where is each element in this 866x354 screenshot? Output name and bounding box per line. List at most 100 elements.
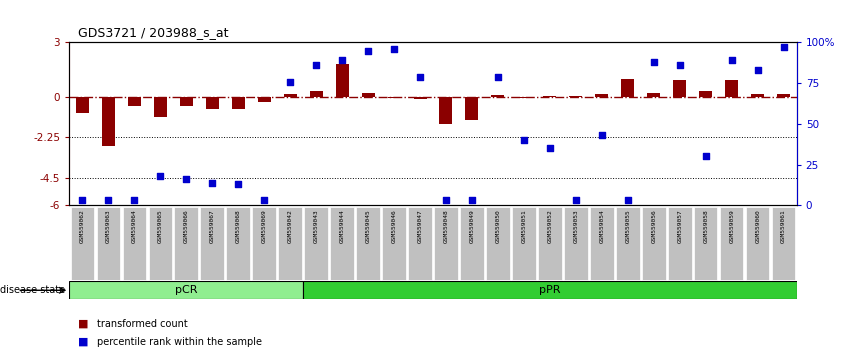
Text: GSM559064: GSM559064 xyxy=(132,209,137,243)
Point xyxy=(179,176,193,182)
Bar xyxy=(518,97,530,98)
FancyBboxPatch shape xyxy=(513,207,535,280)
Point xyxy=(75,198,89,203)
Text: GDS3721 / 203988_s_at: GDS3721 / 203988_s_at xyxy=(78,26,229,39)
Bar xyxy=(414,97,426,99)
Point xyxy=(569,198,583,203)
Point xyxy=(647,59,661,65)
FancyBboxPatch shape xyxy=(278,207,301,280)
Text: GSM559048: GSM559048 xyxy=(443,209,449,243)
Point xyxy=(517,137,531,143)
Point xyxy=(543,145,557,151)
Point xyxy=(673,62,687,68)
FancyBboxPatch shape xyxy=(383,207,405,280)
Point xyxy=(699,154,713,159)
Text: GSM559065: GSM559065 xyxy=(158,209,163,243)
Point xyxy=(751,67,765,73)
Text: transformed count: transformed count xyxy=(97,319,188,329)
Text: GSM559066: GSM559066 xyxy=(184,209,189,243)
Bar xyxy=(466,97,478,120)
Bar xyxy=(362,93,374,97)
FancyBboxPatch shape xyxy=(487,207,509,280)
FancyBboxPatch shape xyxy=(746,207,770,280)
Text: ■: ■ xyxy=(78,337,88,347)
Bar xyxy=(674,80,686,97)
Point xyxy=(153,173,167,179)
Text: GSM559053: GSM559053 xyxy=(573,209,578,243)
Text: GSM559044: GSM559044 xyxy=(339,209,345,243)
Text: GSM559059: GSM559059 xyxy=(729,209,734,243)
Text: disease state: disease state xyxy=(0,285,65,295)
FancyBboxPatch shape xyxy=(434,207,458,280)
FancyBboxPatch shape xyxy=(772,207,795,280)
Point xyxy=(361,48,375,53)
FancyBboxPatch shape xyxy=(617,207,639,280)
Text: percentile rank within the sample: percentile rank within the sample xyxy=(97,337,262,347)
FancyBboxPatch shape xyxy=(227,207,249,280)
FancyBboxPatch shape xyxy=(70,207,94,280)
FancyBboxPatch shape xyxy=(149,207,171,280)
FancyBboxPatch shape xyxy=(409,207,431,280)
Text: GSM559050: GSM559050 xyxy=(495,209,501,243)
Bar xyxy=(622,79,634,97)
Point xyxy=(309,62,323,68)
Bar xyxy=(596,94,608,97)
Text: GSM559069: GSM559069 xyxy=(262,209,267,243)
Bar xyxy=(231,97,244,109)
Bar xyxy=(544,96,556,97)
Text: pCR: pCR xyxy=(175,285,197,295)
Point xyxy=(595,132,609,138)
Point xyxy=(257,198,271,203)
FancyBboxPatch shape xyxy=(461,207,483,280)
Text: GSM559067: GSM559067 xyxy=(210,209,215,243)
FancyBboxPatch shape xyxy=(721,207,743,280)
Point xyxy=(621,198,635,203)
Bar xyxy=(102,97,114,145)
Bar xyxy=(258,97,270,102)
Text: GSM559063: GSM559063 xyxy=(106,209,111,243)
Text: GSM559068: GSM559068 xyxy=(236,209,241,243)
Bar xyxy=(492,95,504,97)
Text: GSM559062: GSM559062 xyxy=(80,209,85,243)
Bar xyxy=(284,94,296,97)
Text: pPR: pPR xyxy=(540,285,560,295)
Bar xyxy=(76,97,88,113)
Point xyxy=(231,181,245,187)
Bar xyxy=(778,94,790,97)
Text: GSM559056: GSM559056 xyxy=(651,209,656,243)
Point xyxy=(205,180,219,185)
Bar xyxy=(387,97,400,98)
Bar xyxy=(648,93,661,97)
Text: GSM559046: GSM559046 xyxy=(391,209,397,243)
FancyBboxPatch shape xyxy=(643,207,665,280)
Bar xyxy=(725,80,738,97)
Bar xyxy=(154,97,166,117)
Text: ■: ■ xyxy=(78,319,88,329)
Bar xyxy=(699,91,712,97)
Text: GSM559045: GSM559045 xyxy=(365,209,371,243)
Point xyxy=(413,74,427,80)
Bar xyxy=(310,91,323,97)
FancyBboxPatch shape xyxy=(174,207,197,280)
FancyBboxPatch shape xyxy=(123,207,145,280)
Point xyxy=(777,45,791,50)
Text: GSM559052: GSM559052 xyxy=(547,209,553,243)
FancyBboxPatch shape xyxy=(565,207,587,280)
Text: GSM559054: GSM559054 xyxy=(599,209,604,243)
Point xyxy=(335,58,349,63)
Point xyxy=(465,198,479,203)
Bar xyxy=(206,97,218,109)
Text: GSM559060: GSM559060 xyxy=(755,209,760,243)
Text: GSM559049: GSM559049 xyxy=(469,209,475,243)
FancyBboxPatch shape xyxy=(97,207,120,280)
Text: GSM559058: GSM559058 xyxy=(703,209,708,243)
Point xyxy=(387,46,401,52)
Bar xyxy=(439,97,452,124)
FancyBboxPatch shape xyxy=(331,207,354,280)
Text: GSM559042: GSM559042 xyxy=(288,209,293,243)
Bar xyxy=(128,97,140,106)
Text: GSM559057: GSM559057 xyxy=(677,209,682,243)
FancyBboxPatch shape xyxy=(200,207,223,280)
Text: GSM559055: GSM559055 xyxy=(625,209,630,243)
Bar xyxy=(335,64,348,97)
